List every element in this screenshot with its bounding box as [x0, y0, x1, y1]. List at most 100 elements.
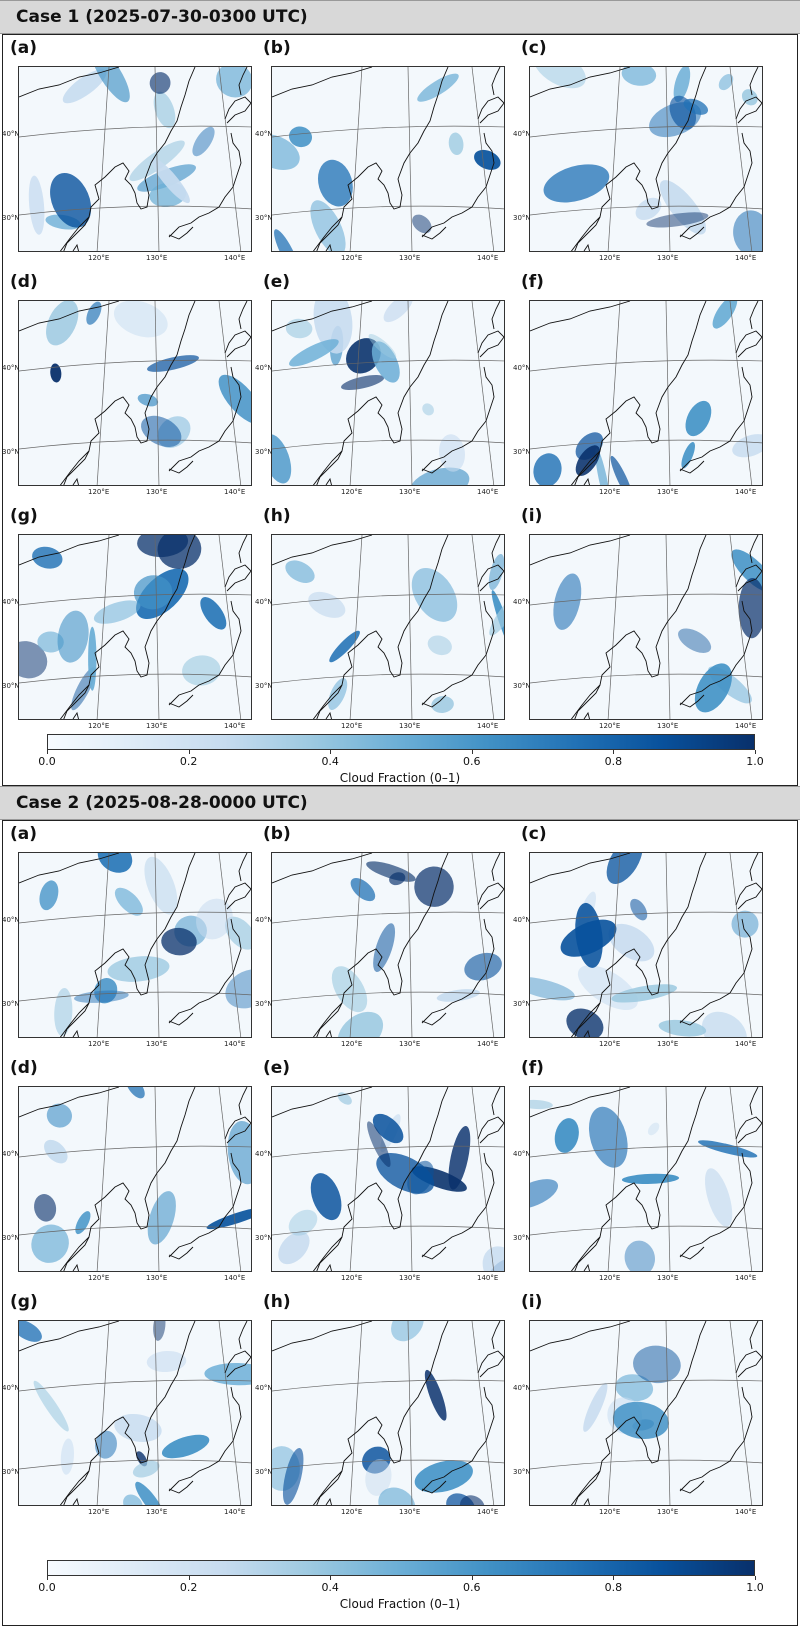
colorbar-tick [471, 750, 473, 754]
cloud-region [153, 1321, 166, 1341]
case-2-colorbar: Cloud Fraction (0–1) 0.0 0.2 0.4 0.6 0.8 1.0 [0, 1560, 800, 1620]
coastline [679, 600, 753, 706]
map-panel: (i) 40°N 30°N 120°E 130°E 140°E [513, 1292, 773, 1527]
latitude-label: 30°N [513, 214, 531, 222]
longitude-label: 140°E [224, 1508, 246, 1516]
cloud-region [46, 1103, 73, 1128]
longitude-label: 120°E [341, 1274, 363, 1282]
longitude-label: 140°E [735, 488, 757, 496]
coastline [72, 1029, 79, 1037]
latitude-line [19, 991, 251, 1002]
cloud-region [133, 575, 173, 610]
panel-letter: (b) [263, 824, 291, 844]
cloud-region [533, 67, 586, 89]
cloud-region [647, 1122, 660, 1136]
cloud-region [412, 214, 432, 234]
map-canvas [272, 301, 504, 485]
coastline [238, 535, 248, 564]
coastline [325, 711, 332, 719]
cloud-region [731, 549, 762, 593]
map-panel: (c) 40°N 30°N 120°E 130°E 140°E [513, 38, 773, 273]
longitude-label: 140°E [477, 1508, 499, 1516]
coastline [421, 1012, 447, 1026]
coastline [168, 918, 242, 1024]
latitude-label: 30°N [2, 1000, 20, 1008]
coastline [19, 67, 120, 98]
cloud-region [125, 1087, 145, 1099]
coastline [749, 1087, 759, 1116]
coastline [272, 853, 373, 884]
longitude-label: 120°E [599, 1040, 621, 1048]
cloud-region [448, 1125, 471, 1190]
coastline [316, 1002, 343, 1037]
cloud-fraction-map [529, 852, 763, 1038]
colorbar-tick-label: 0.6 [463, 755, 481, 768]
cloud-region [34, 1194, 57, 1222]
longitude-line [729, 67, 753, 251]
coastline [316, 1470, 343, 1505]
latitude-line [530, 1225, 762, 1236]
cloud-region [738, 578, 762, 639]
colorbar-tick-label: 0.4 [321, 755, 339, 768]
longitude-line [96, 301, 110, 485]
cloud-region [310, 200, 346, 251]
cloud-region [554, 1118, 579, 1153]
cloud-region [448, 132, 464, 156]
colorbar-tick [188, 1576, 190, 1580]
longitude-label: 140°E [224, 1040, 246, 1048]
longitude-label: 130°E [657, 488, 679, 496]
coastline [477, 330, 504, 358]
longitude-label: 130°E [657, 722, 679, 730]
latitude-line [19, 1459, 251, 1470]
cloud-region [365, 1458, 392, 1496]
panel-letter: (e) [263, 272, 291, 292]
cloud-region [424, 1369, 447, 1421]
colorbar-tick-label: 1.0 [746, 755, 764, 768]
longitude-label: 120°E [88, 488, 110, 496]
cloud-fraction-map [18, 300, 252, 486]
case-1-colorbar: Cloud Fraction (0–1) 0.0 0.2 0.4 0.6 0.8 1.0 [0, 734, 800, 794]
cloud-region [389, 872, 406, 886]
colorbar-tick-label: 0.0 [38, 1581, 56, 1594]
coastline [224, 96, 251, 124]
cloud-region [216, 67, 251, 98]
coastline [583, 711, 590, 719]
coastline [224, 1350, 251, 1378]
latitude-label: 30°N [2, 448, 20, 456]
latitude-label: 30°N [2, 682, 20, 690]
cloud-region [350, 878, 376, 902]
panel-letter: (i) [521, 1292, 543, 1312]
coastline [679, 226, 705, 240]
cloud-region [694, 663, 732, 713]
coastline [312, 1321, 449, 1505]
cloud-region [137, 535, 189, 558]
coastline [735, 96, 762, 124]
map-panel: (e) 40°N 30°N 120°E 130°E 140°E [255, 1058, 515, 1293]
coastline [19, 301, 120, 332]
cloud-region [62, 69, 107, 104]
map-canvas [530, 1321, 762, 1505]
coastline [735, 330, 762, 358]
cloud-fraction-map [18, 1086, 252, 1272]
coastline [583, 477, 590, 485]
coastline [312, 301, 449, 485]
coastline [59, 67, 196, 251]
cloud-region [60, 1438, 75, 1475]
map-canvas [19, 301, 251, 485]
cloud-region [39, 880, 59, 911]
cloud-region [114, 887, 143, 916]
longitude-label: 140°E [735, 722, 757, 730]
latitude-line [272, 205, 504, 216]
longitude-line [154, 67, 160, 251]
latitude-line [530, 1379, 762, 1392]
coastline [168, 1152, 242, 1258]
coastline [59, 853, 196, 1037]
cloud-region [144, 856, 178, 915]
cloud-region [146, 1350, 187, 1373]
longitude-label: 140°E [477, 1274, 499, 1282]
map-panel: (h) 40°N 30°N 120°E 130°E 140°E [255, 1292, 515, 1527]
panel-letter: (g) [10, 1292, 38, 1312]
cloud-fraction-map [529, 1320, 763, 1506]
cloud-fraction-map [271, 300, 505, 486]
coastline [238, 1321, 248, 1350]
